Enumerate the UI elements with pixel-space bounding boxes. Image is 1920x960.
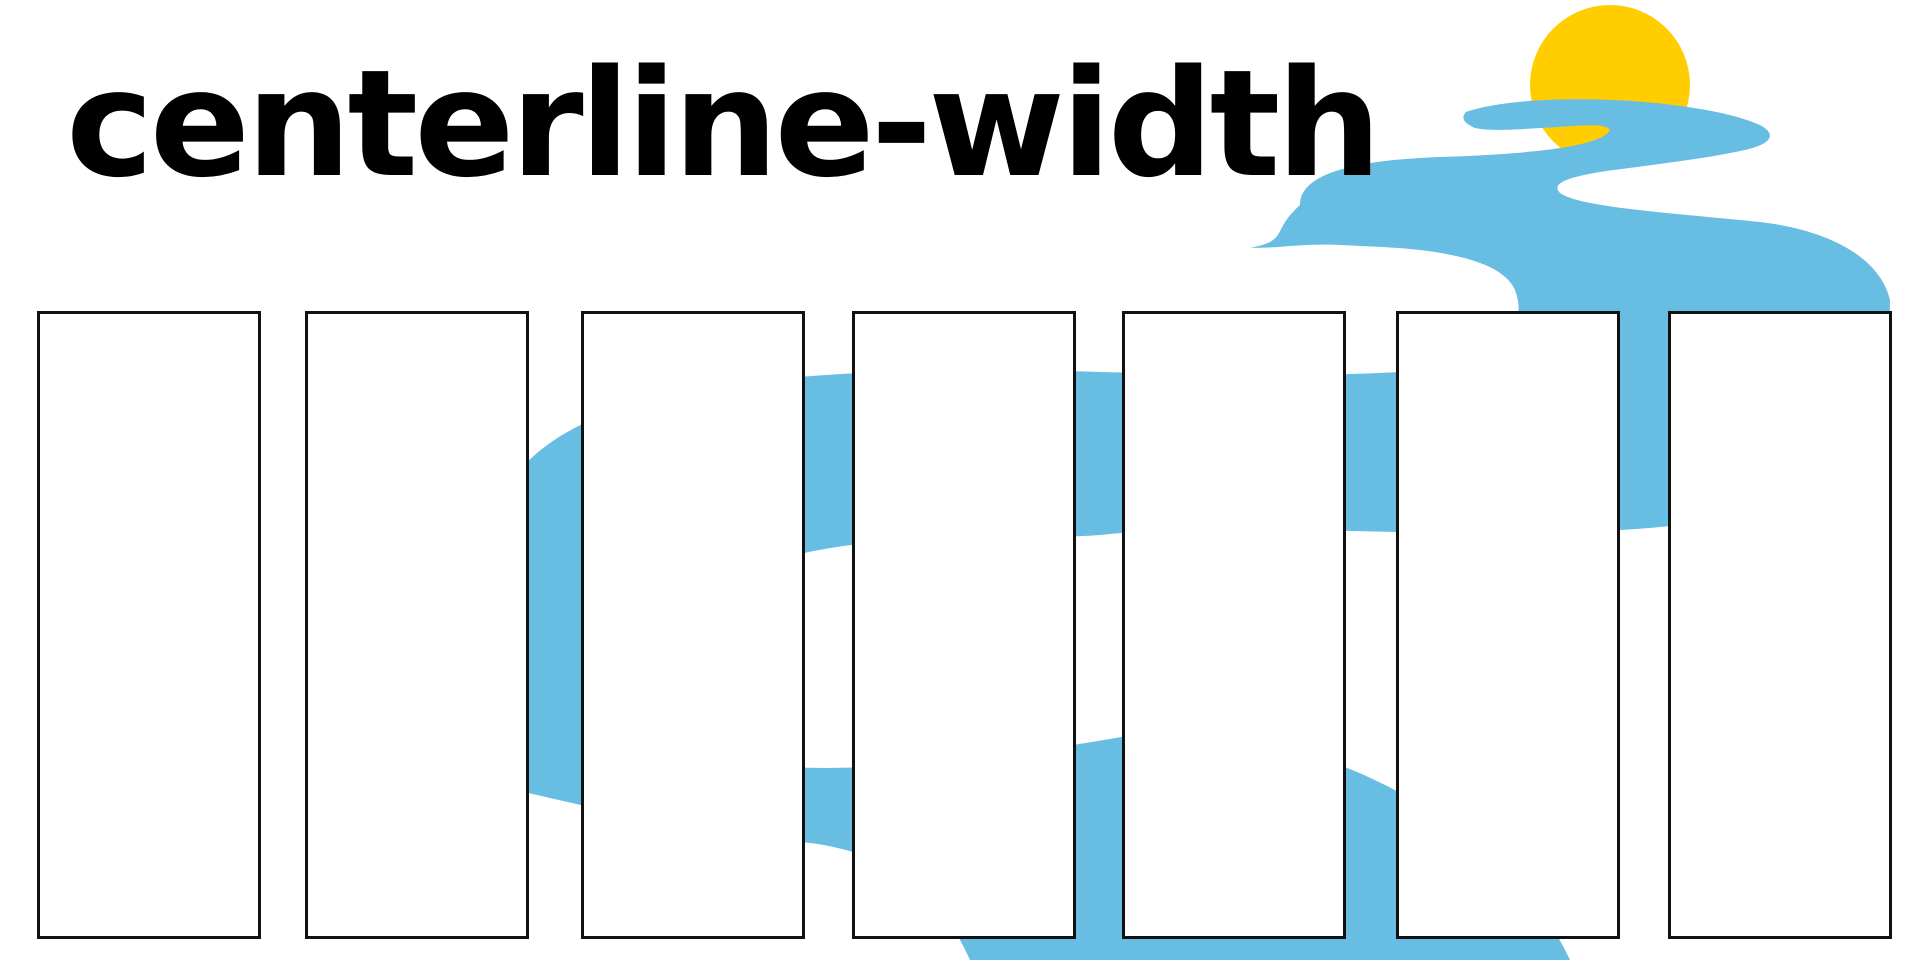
empty-panel-4 (852, 311, 1076, 939)
empty-panel-5 (1122, 311, 1346, 939)
empty-panel-2 (305, 311, 529, 939)
empty-panel-1 (37, 311, 261, 939)
empty-panel-3 (581, 311, 805, 939)
empty-panel-6 (1396, 311, 1620, 939)
page-title: centerline-width (66, 38, 1382, 210)
empty-panel-7 (1668, 311, 1892, 939)
